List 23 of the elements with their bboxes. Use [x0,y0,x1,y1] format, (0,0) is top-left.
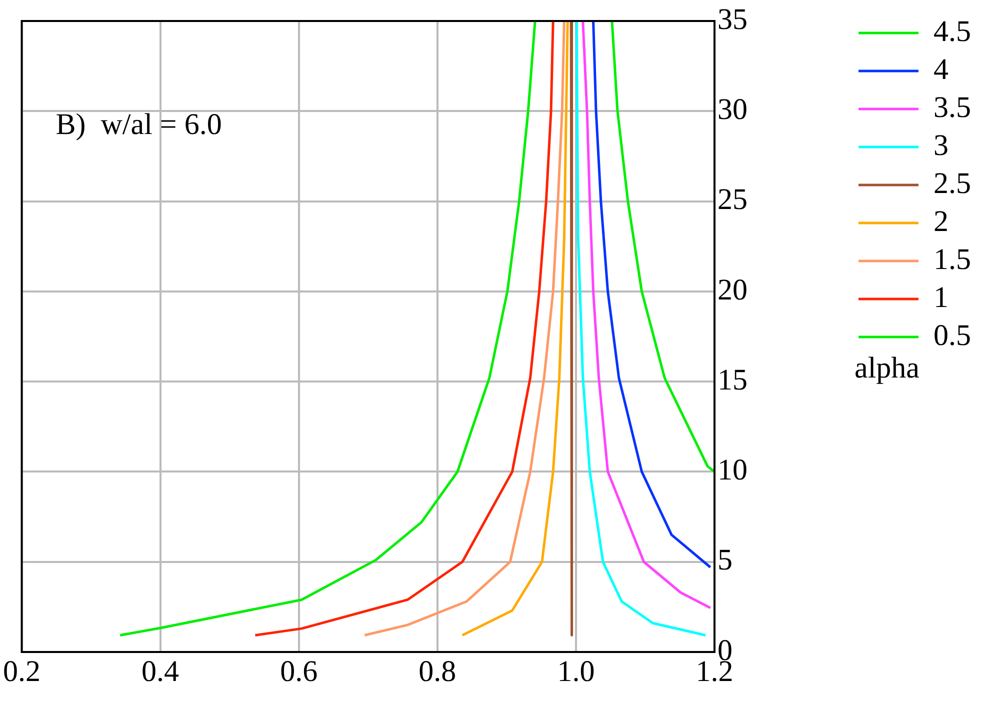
legend-label: 3.5 [934,90,971,124]
x-tick-label: 0.4 [142,654,180,688]
annotation: B) w/al = 6.0 [56,108,222,141]
legend-label: 2 [934,204,948,238]
legend-label: 1 [934,280,948,314]
x-tick-label: 0.6 [280,654,318,688]
legend-label: 0.5 [934,318,971,352]
y-tick-label: 5 [718,544,732,577]
y-tick-label: 35 [718,2,748,36]
legend-label: 2.5 [934,166,971,200]
legend-label: 4.5 [934,14,971,48]
x-tick-label: 0.2 [3,654,40,688]
y-axis-title: alpha [854,351,920,384]
x-tick-label: 0.8 [418,654,456,688]
legend-label: 1.5 [934,242,971,276]
y-tick-label: 30 [718,93,748,126]
legend-label: 3 [934,128,948,162]
y-tick-label: 15 [718,363,748,396]
x-tick-label: 1.0 [557,654,595,688]
y-tick-label: 10 [718,454,748,487]
y-tick-label: 20 [718,273,748,306]
y-tick-label: 25 [718,183,748,216]
legend-label: 4 [934,52,948,86]
